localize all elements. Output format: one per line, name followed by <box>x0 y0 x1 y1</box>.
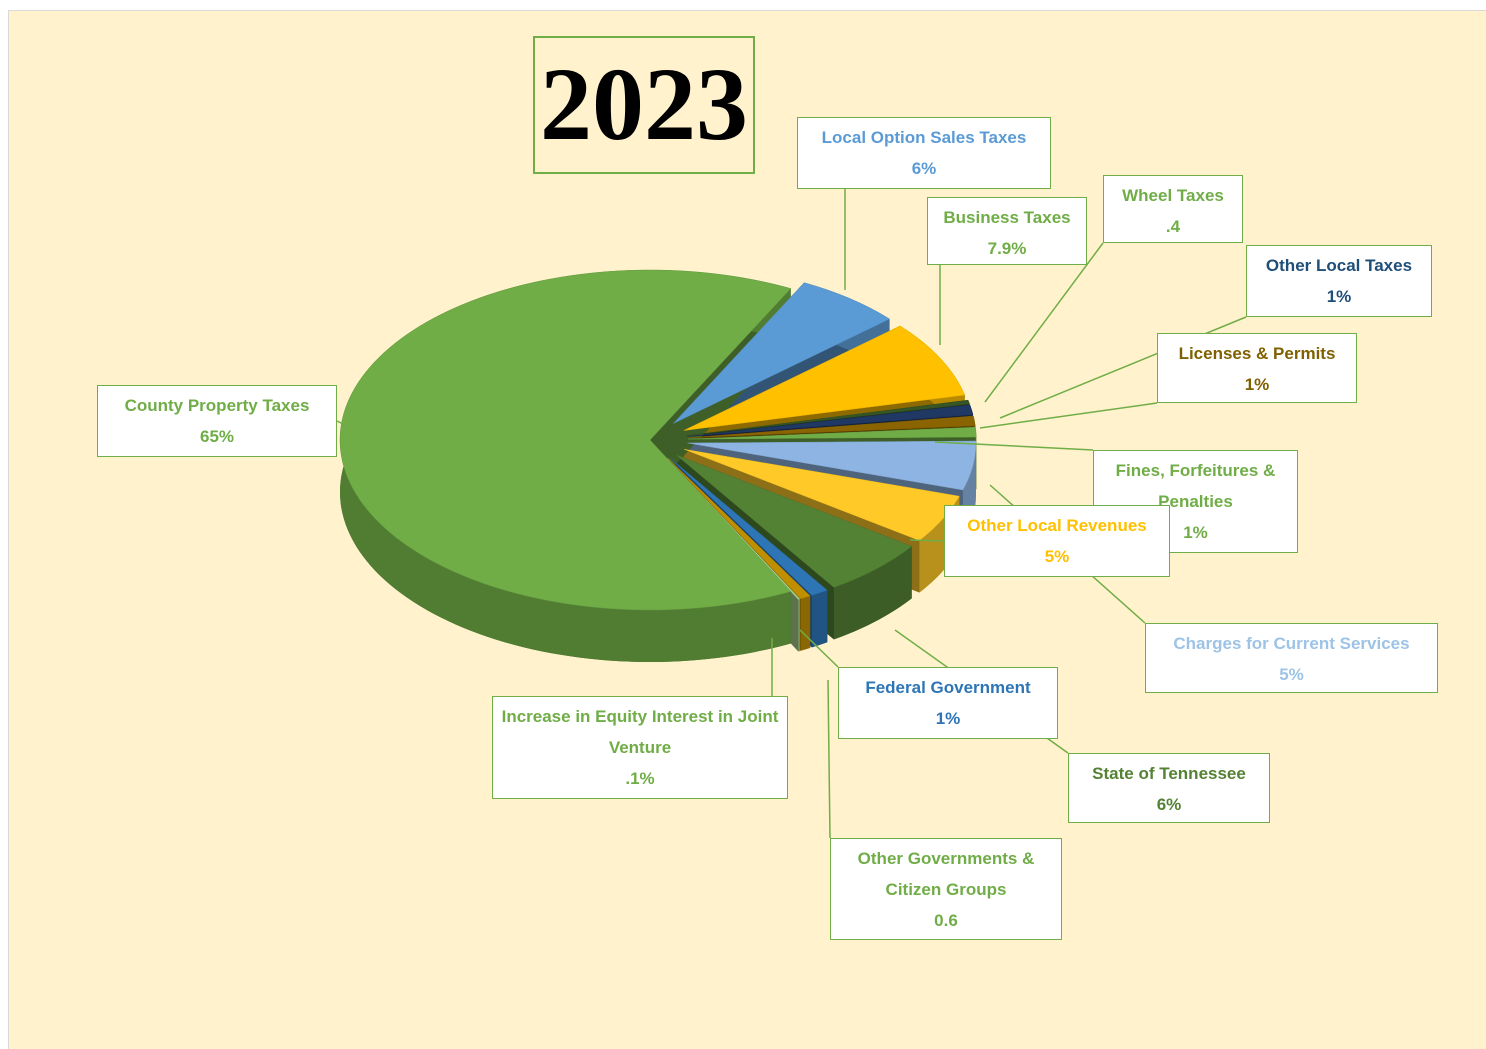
data-label: Federal Government 1% <box>838 667 1058 739</box>
label-value: 6% <box>1156 795 1182 814</box>
label-value: .1% <box>625 769 655 788</box>
slice-side <box>800 595 811 651</box>
label-name: Local Option Sales Taxes <box>821 128 1027 147</box>
slice <box>339 269 792 611</box>
slice <box>687 404 974 437</box>
label-name: Federal Government <box>865 678 1031 697</box>
data-label: Increase in Equity Interest in Joint Ven… <box>492 696 788 799</box>
leader-line <box>336 420 346 426</box>
data-label: Business Taxes 7.9% <box>927 197 1087 265</box>
slice <box>687 399 970 436</box>
label-value: 1% <box>1244 375 1270 394</box>
label-value: 5% <box>1044 547 1070 566</box>
slice <box>667 458 801 600</box>
slice-side <box>811 590 828 648</box>
leader-line <box>979 402 1158 429</box>
slice <box>673 282 891 424</box>
data-label: Other Local Taxes 1% <box>1246 245 1432 317</box>
label-name: Licenses & Permits <box>1178 344 1336 363</box>
label-name: Charges for Current Services <box>1173 634 1410 653</box>
chart-title: 2023 <box>533 36 755 174</box>
data-label: County Property Taxes 65% <box>97 385 337 457</box>
label-name: Other Local Revenues <box>967 516 1147 535</box>
label-name: State of Tennessee <box>1092 764 1246 783</box>
slice <box>676 454 913 588</box>
label-name: Increase in Equity Interest in Joint Ven… <box>501 707 779 757</box>
data-label: Other Local Revenues 5% <box>944 505 1170 577</box>
label-value: 5% <box>1279 665 1304 684</box>
label-value: 1% <box>935 709 961 728</box>
label-name: Other Local Taxes <box>1265 256 1413 275</box>
slice <box>667 458 811 600</box>
slice <box>687 440 977 491</box>
label-value: 7.9% <box>987 239 1027 258</box>
label-value: 1% <box>1183 523 1208 542</box>
data-label: Charges for Current Services 5% <box>1145 623 1438 693</box>
slice <box>687 415 976 439</box>
slice <box>683 325 966 431</box>
leader-line <box>799 629 839 668</box>
label-name: Business Taxes <box>943 208 1071 227</box>
label-name: County Property Taxes <box>124 396 310 415</box>
slice-side <box>798 598 800 652</box>
data-label: Wheel Taxes .4 <box>1103 175 1243 243</box>
label-name: Other Governments & Citizen Groups <box>857 849 1035 899</box>
slice <box>669 457 828 596</box>
label-value: 65% <box>199 427 235 446</box>
label-name: Wheel Taxes <box>1122 186 1224 205</box>
leader-line <box>909 539 945 542</box>
label-value: .4 <box>1165 217 1181 236</box>
label-value: 0.6 <box>934 911 958 930</box>
slice-side <box>833 546 912 640</box>
slice <box>687 426 977 440</box>
data-label: Licenses & Permits 1% <box>1157 333 1357 403</box>
leader-line <box>934 441 1094 451</box>
label-name: Fines, Forfeitures & Penalties <box>1115 461 1276 511</box>
data-label: State of Tennessee 6% <box>1068 753 1270 823</box>
data-label: Other Governments & Citizen Groups 0.6 <box>830 838 1062 940</box>
leader-line <box>984 242 1104 403</box>
data-label: Local Option Sales Taxes 6% <box>797 117 1051 189</box>
label-value: 6% <box>911 159 937 178</box>
leader-line <box>827 679 831 839</box>
label-value: 1% <box>1326 287 1352 306</box>
